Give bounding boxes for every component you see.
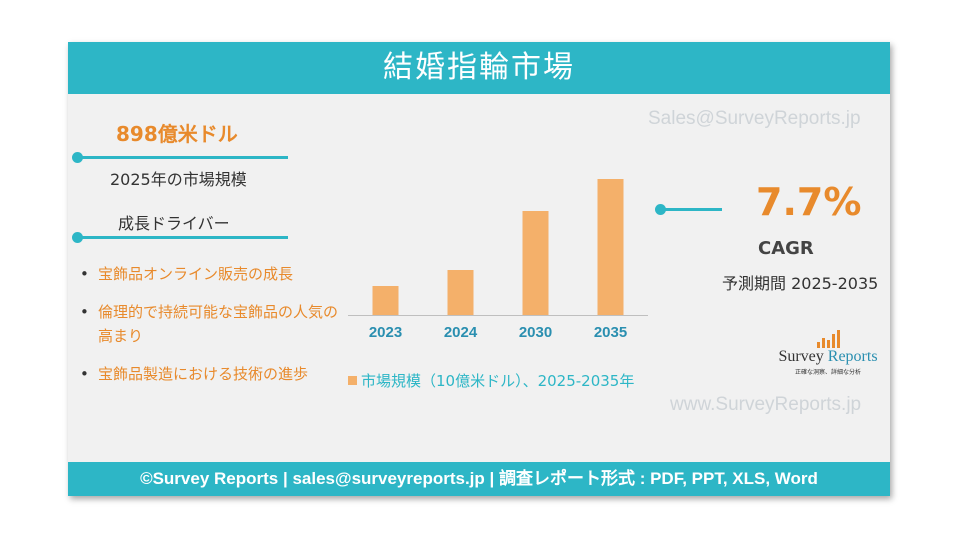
infographic-card: 結婚指輪市場 Sales@SurveyReports.jp www.Survey… <box>68 42 890 496</box>
watermark-top: Sales@SurveyReports.jp <box>648 108 861 129</box>
survey-reports-logo: Survey Reports 正確な洞察、詳細な分析 <box>768 330 888 376</box>
chart-legend: 市場規模（10億米ドル）、2025-2035年 <box>348 370 634 391</box>
watermark-bottom: www.SurveyReports.jp <box>670 394 862 415</box>
market-size-value: 898億米ドル <box>116 122 238 146</box>
driver-item: 倫理的で持続可能な宝飾品の人気の高まり <box>78 300 338 348</box>
market-size-label: 2025年の市場規模 <box>110 170 247 189</box>
bar-2035 <box>597 179 624 315</box>
bar-2030 <box>522 211 549 315</box>
footer-bar: ©Survey Reports | sales@surveyreports.jp… <box>68 462 890 496</box>
x-tick-label: 2023 <box>369 324 402 341</box>
bar-2023 <box>372 286 399 315</box>
forecast-period: 予測期間 2025-2035 <box>722 274 879 293</box>
logo-name: Survey Reports <box>778 348 878 365</box>
market-bar-chart: 2023 2024 2030 2035 <box>348 179 648 341</box>
drivers-title: 成長ドライバー <box>118 214 230 233</box>
market-size-line <box>76 156 288 159</box>
x-tick-label: 2024 <box>444 324 478 341</box>
page-title: 結婚指輪市場 <box>68 42 890 94</box>
logo-tagline: 正確な洞察、詳細な分析 <box>794 369 861 376</box>
drivers-line <box>76 236 288 239</box>
x-tick-label: 2035 <box>594 324 627 341</box>
drivers-list: 宝飾品オンライン販売の成長 倫理的で持続可能な宝飾品の人気の高まり 宝飾品製造に… <box>78 262 338 400</box>
driver-item: 宝飾品オンライン販売の成長 <box>78 262 338 286</box>
legend-label: 市場規模（10億米ドル）、2025-2035年 <box>361 372 635 390</box>
x-tick-label: 2030 <box>519 324 552 341</box>
cagr-line <box>660 208 722 211</box>
logo-bars-icon <box>768 330 888 348</box>
cagr-label: CAGR <box>758 238 814 259</box>
cagr-value: 7.7% <box>756 180 862 224</box>
driver-item: 宝飾品製造における技術の進歩 <box>78 362 338 386</box>
bar-2024 <box>447 270 474 315</box>
legend-swatch <box>348 376 357 385</box>
